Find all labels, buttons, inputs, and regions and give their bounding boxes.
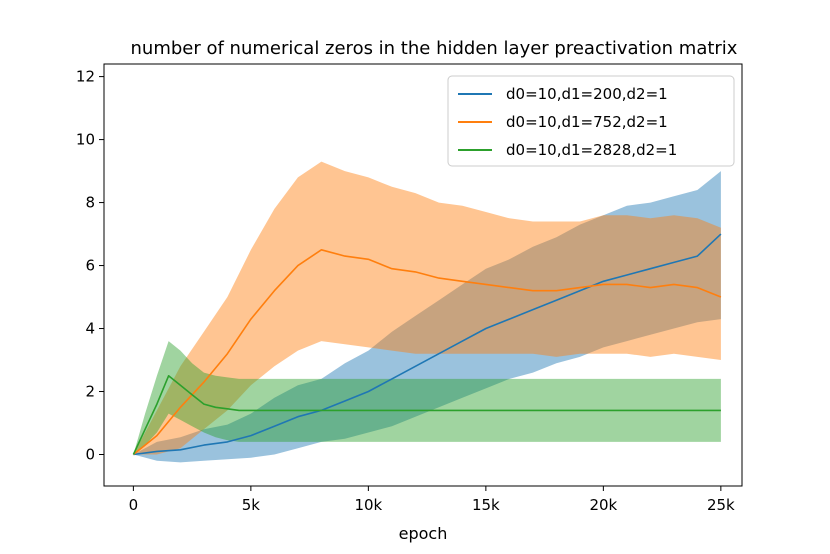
x-tick-label: 0 [129, 496, 139, 514]
x-axis-label: epoch [399, 524, 448, 543]
legend: d0=10,d1=200,d2=1 d0=10,d1=752,d2=1 d0=10,… [447, 75, 735, 167]
legend-label-3: d0=10,d1=2828,d2=1 [506, 141, 677, 159]
confidence-bands [133, 161, 721, 463]
legend-box [447, 75, 735, 167]
y-tick-label: 4 [85, 320, 95, 338]
y-axis-ticks: 0 2 4 6 8 10 12 [76, 68, 104, 464]
x-tick-label: 5k [242, 496, 261, 514]
x-tick-label: 10k [354, 496, 382, 514]
chart-title: number of numerical zeros in the hidden … [131, 38, 738, 59]
band-series-2 [133, 161, 721, 455]
x-tick-label: 15k [472, 496, 500, 514]
band-series-1 [133, 171, 721, 463]
x-tick-label: 20k [589, 496, 617, 514]
plot-frame [103, 63, 743, 487]
line-series-2 [132, 249, 722, 456]
line-series-1 [133, 233, 722, 456]
y-tick-label: 2 [85, 383, 95, 401]
y-tick-label: 0 [85, 446, 95, 464]
line-series-3 [132, 374, 721, 455]
legend-label-2: d0=10,d1=752,d2=1 [506, 113, 668, 131]
legend-label-1: d0=10,d1=200,d2=1 [506, 85, 668, 103]
y-tick-label: 8 [85, 194, 95, 212]
y-tick-label: 12 [76, 68, 95, 86]
x-tick-label: 25k [707, 496, 735, 514]
x-axis-ticks: 0 5k 10k 15k 20k 25k [129, 486, 735, 514]
band-series-3 [133, 341, 721, 455]
y-tick-label: 10 [76, 131, 95, 149]
y-tick-label: 6 [85, 257, 95, 275]
series-lines [132, 233, 722, 456]
